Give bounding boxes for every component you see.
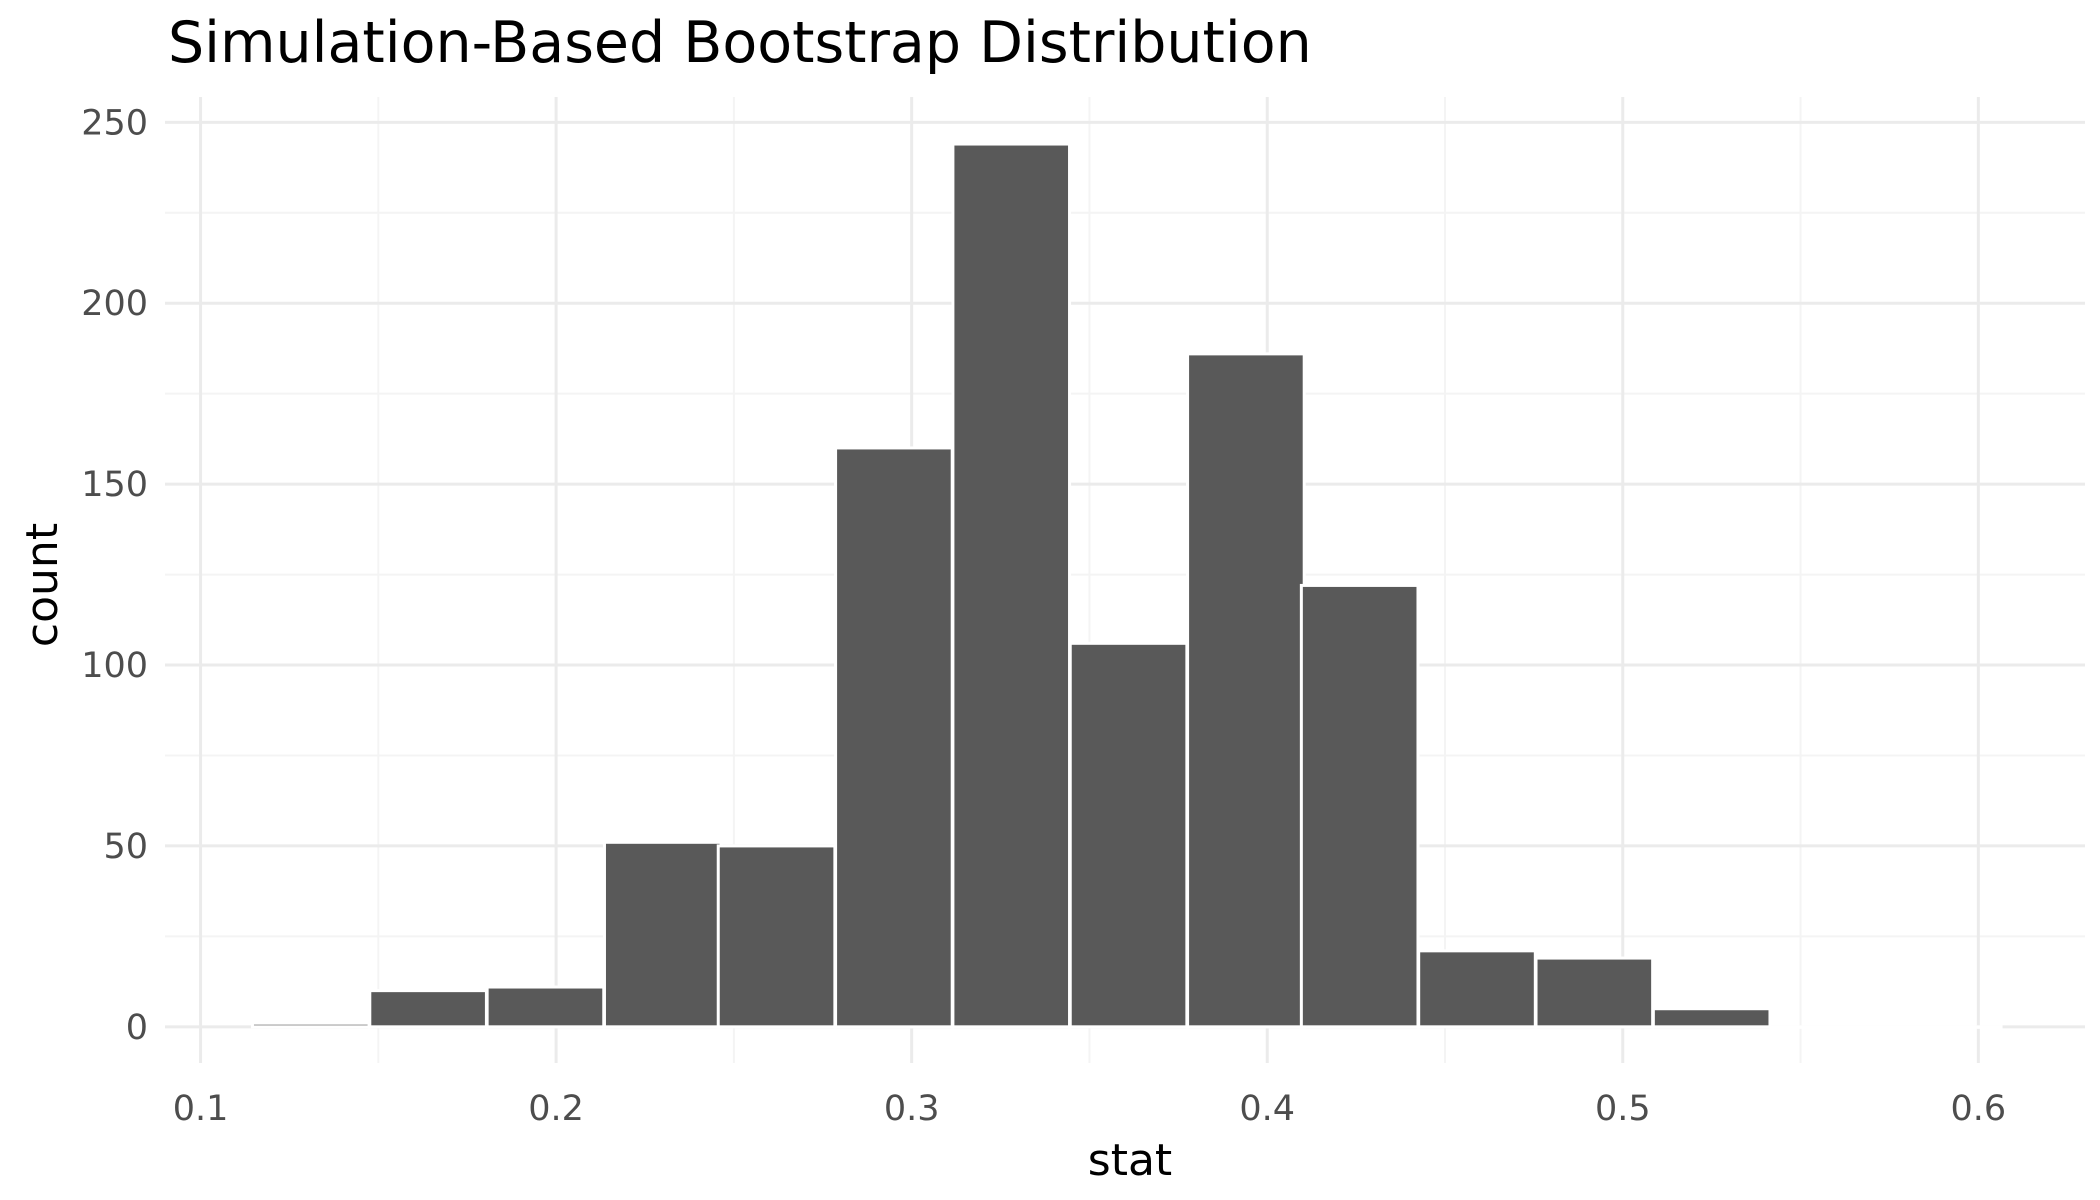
histogram-bar bbox=[1299, 583, 1420, 1029]
x-tick-label: 0.3 bbox=[884, 1089, 940, 1129]
histogram-bar bbox=[250, 1021, 371, 1029]
histogram-bar bbox=[602, 840, 723, 1029]
x-tick-label: 0.2 bbox=[528, 1089, 584, 1129]
histogram-bar bbox=[1068, 641, 1189, 1029]
histogram-bar bbox=[1769, 1025, 1889, 1029]
y-tick-label: 200 bbox=[81, 284, 148, 324]
y-tick-label: 0 bbox=[126, 1008, 148, 1048]
histogram-bar bbox=[951, 142, 1072, 1029]
histogram-bar bbox=[1534, 956, 1655, 1029]
histogram-bar bbox=[834, 446, 954, 1029]
histogram-bar bbox=[1186, 352, 1306, 1029]
x-tick-label: 0.6 bbox=[1950, 1089, 2006, 1129]
x-tick-label: 0.4 bbox=[1239, 1089, 1295, 1129]
histogram-bar bbox=[485, 985, 606, 1029]
y-axis-ticks: 0 50 100 150 200 250 bbox=[81, 103, 148, 1047]
histogram-bar bbox=[1417, 949, 1537, 1029]
grid-lines bbox=[165, 97, 2085, 1063]
histogram-bar bbox=[1651, 1007, 1772, 1029]
chart-title: Simulation-Based Bootstrap Distribution bbox=[168, 10, 1312, 76]
y-tick-label: 250 bbox=[81, 103, 148, 143]
y-tick-label: 50 bbox=[103, 827, 148, 867]
y-tick-label: 150 bbox=[81, 465, 148, 505]
x-tick-label: 0.5 bbox=[1595, 1089, 1651, 1129]
x-axis-title: stat bbox=[1088, 1135, 1172, 1186]
histogram-bar bbox=[1882, 1025, 2003, 1029]
histogram-bars bbox=[250, 142, 2003, 1029]
x-tick-label: 0.1 bbox=[173, 1089, 229, 1129]
histogram-bar bbox=[368, 989, 488, 1029]
y-axis-title: count bbox=[17, 523, 68, 647]
histogram-bar bbox=[716, 844, 837, 1029]
x-axis-ticks: 0.1 0.2 0.3 0.4 0.5 0.6 bbox=[173, 1089, 2006, 1129]
y-tick-label: 100 bbox=[81, 646, 148, 686]
